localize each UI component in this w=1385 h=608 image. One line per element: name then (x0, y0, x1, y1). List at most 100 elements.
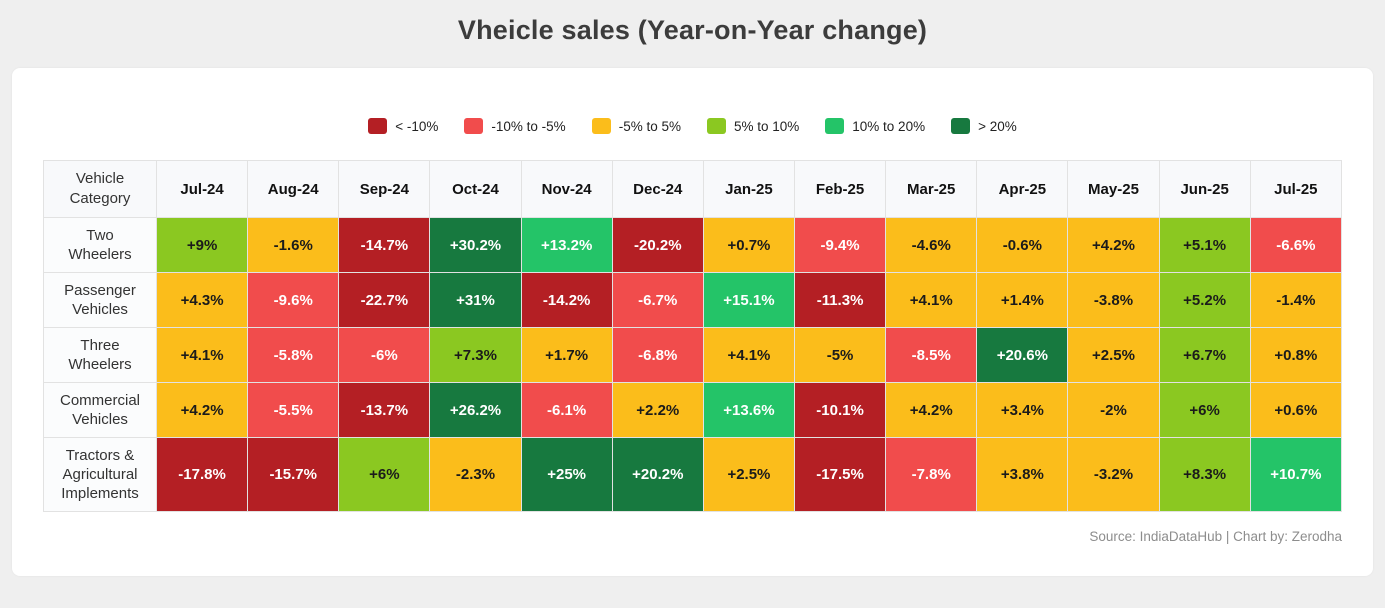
heatmap-cell: +7.3% (429, 327, 522, 383)
legend-item: -10% to -5% (464, 118, 566, 134)
heatmap-cell: +10.7% (1249, 437, 1343, 512)
table-row: Two Wheelers +9% -1.6% -14.7% +30.2% +13.2% -2… (43, 217, 1343, 273)
heatmap-cell: -6.7% (611, 272, 704, 328)
heatmap-cell: -9.4% (793, 217, 887, 273)
column-header-month: Jun-25 (1158, 160, 1251, 218)
legend-item: < -10% (368, 118, 438, 134)
column-header-vehicle-category: Vehicle Category (43, 160, 157, 218)
header-row: Vehicle Category Jul-24 Aug-24 Sep-24 Oct-24… (43, 160, 1343, 218)
heatmap-cell: +9% (155, 217, 249, 273)
table-row: Passenger Vehicles +4.3% -9.6% -22.7% +31% -1… (43, 272, 1343, 328)
heatmap-cell: +0.6% (1249, 382, 1343, 438)
column-header-month: Mar-25 (885, 160, 978, 218)
heatmap-cell: +2.5% (702, 437, 795, 512)
heatmap-cell: -2.3% (429, 437, 522, 512)
page-title: Vheicle sales (Year-on-Year change) (457, 15, 928, 45)
heatmap-cell: +0.7% (702, 217, 795, 273)
heatmap-cell: +5.2% (1158, 272, 1251, 328)
row-category: Tractors & Agricultural Implements (43, 437, 157, 512)
column-header-month: Jul-25 (1249, 160, 1343, 218)
heatmap-cell: -14.2% (520, 272, 613, 328)
legend-swatch (706, 118, 726, 134)
heatmap-cell: -5.8% (247, 327, 340, 383)
heatmap-cell: +1.7% (520, 327, 613, 383)
table-row: Three Wheelers +4.1% -5.8% -6% +7.3% +1.7% -6.… (43, 327, 1343, 383)
heatmap-cell: +4.1% (702, 327, 795, 383)
heatmap-cell: +3.8% (976, 437, 1069, 512)
heatmap-cell: +4.3% (155, 272, 249, 328)
heatmap-cell: -5% (793, 327, 887, 383)
heatmap-cell: +8.3% (1158, 437, 1251, 512)
column-header-month: Sep-24 (338, 160, 431, 218)
heatmap-cell: -13.7% (338, 382, 431, 438)
heatmap-cell: +2.5% (1067, 327, 1160, 383)
heatmap-cell: -22.7% (338, 272, 431, 328)
heatmap-cell: -10.1% (793, 382, 887, 438)
heatmap-cell: +30.2% (429, 217, 522, 273)
heatmap-cell: -2% (1067, 382, 1160, 438)
heatmap-cell: +4.2% (1067, 217, 1160, 273)
heatmap-cell: +5.1% (1158, 217, 1251, 273)
column-header-month: Jul-24 (155, 160, 249, 218)
heatmap-cell: -3.2% (1067, 437, 1160, 512)
heatmap-cell: +3.4% (976, 382, 1069, 438)
heatmap-cell: -11.3% (793, 272, 887, 328)
row-category: Two Wheelers (43, 217, 157, 273)
chart-card: < -10% -10% to -5% -5% to 5% 5% to 10% 10% t… (12, 68, 1373, 576)
column-header-month: May-25 (1067, 160, 1160, 218)
legend-item: 5% to 10% (706, 118, 800, 134)
column-header-month: Dec-24 (611, 160, 704, 218)
heatmap-cell: +4.2% (885, 382, 978, 438)
heatmap-cell: +4.1% (155, 327, 249, 383)
heatmap-cell: +6% (338, 437, 431, 512)
column-header-month: Jan-25 (702, 160, 795, 218)
heatmap-cell: +31% (429, 272, 522, 328)
heatmap-cell: -6.1% (520, 382, 613, 438)
heatmap-cell: -9.6% (247, 272, 340, 328)
heatmap-cell: -6% (338, 327, 431, 383)
legend-item: > 20% (951, 118, 1017, 134)
row-category: Three Wheelers (43, 327, 157, 383)
legend-label: < -10% (395, 118, 439, 134)
heatmap-cell: +4.1% (885, 272, 978, 328)
heatmap-cell: -7.8% (885, 437, 978, 512)
heatmap-cell: +13.6% (702, 382, 795, 438)
heatmap-cell: +20.2% (611, 437, 704, 512)
legend-item: 10% to 20% (825, 118, 925, 134)
heatmap-cell: -17.8% (155, 437, 249, 512)
heatmap-cell: +6.7% (1158, 327, 1251, 383)
legend-swatch (951, 118, 971, 134)
column-header-month: Aug-24 (247, 160, 340, 218)
legend-item: -5% to 5% (591, 118, 681, 134)
heatmap-cell: +15.1% (702, 272, 795, 328)
row-category: Passenger Vehicles (43, 272, 157, 328)
source-attribution: Source: IndiaDataHub | Chart by: Zerodha (1089, 529, 1342, 544)
column-header-month: Feb-25 (793, 160, 887, 218)
table-row: Tractors & Agricultural Implements -17.8%… (43, 437, 1343, 512)
heatmap-cell: -1.6% (247, 217, 340, 273)
heatmap-table: Vehicle Category Jul-24 Aug-24 Sep-24 Oct-24… (43, 160, 1343, 512)
heatmap-cell: +13.2% (520, 217, 613, 273)
column-header-month: Apr-25 (976, 160, 1069, 218)
heatmap-cell: -15.7% (247, 437, 340, 512)
heatmap-cell: -20.2% (611, 217, 704, 273)
heatmap-cell: +6% (1158, 382, 1251, 438)
table-body: Two Wheelers +9% -1.6% -14.7% +30.2% +13.2% -2… (43, 217, 1343, 512)
legend-label: -10% to -5% (491, 118, 566, 134)
column-header-month: Nov-24 (520, 160, 613, 218)
heatmap-cell: -4.6% (885, 217, 978, 273)
heatmap-cell: -6.8% (611, 327, 704, 383)
heatmap-cell: -1.4% (1249, 272, 1343, 328)
legend-swatch (591, 118, 611, 134)
heatmap-cell: -8.5% (885, 327, 978, 383)
heatmap-cell: +26.2% (429, 382, 522, 438)
heatmap-cell: -14.7% (338, 217, 431, 273)
heatmap-cell: -5.5% (247, 382, 340, 438)
column-header-month: Oct-24 (429, 160, 522, 218)
heatmap-cell: +25% (520, 437, 613, 512)
heatmap-cell: -6.6% (1249, 217, 1343, 273)
legend-label: 5% to 10% (733, 118, 800, 134)
row-category: Commercial Vehicles (43, 382, 157, 438)
heatmap-cell: -3.8% (1067, 272, 1160, 328)
heatmap-cell: +2.2% (611, 382, 704, 438)
